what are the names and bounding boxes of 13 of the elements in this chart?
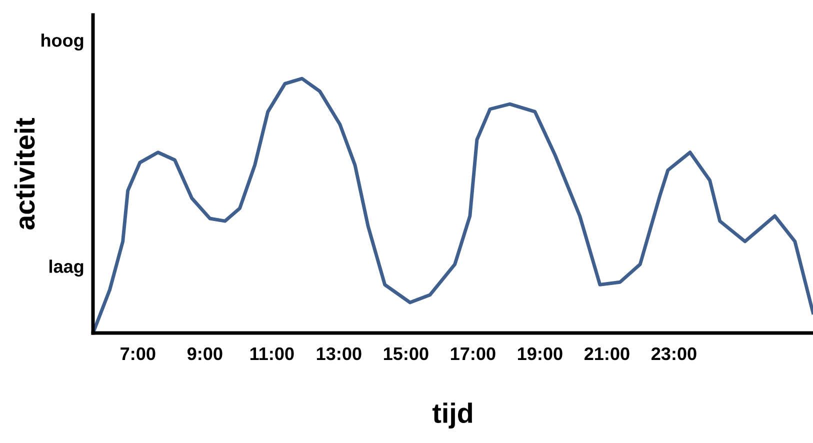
x-tick-label: 21:00	[584, 347, 630, 360]
text: hoog	[42, 34, 84, 50]
x-axis-title: tijd	[432, 402, 472, 429]
x-tick-label: 7:00	[120, 347, 156, 360]
x-tick-label: 17:00	[450, 347, 496, 360]
x-tick-label: 11:00	[250, 347, 294, 360]
text: laag	[49, 260, 84, 277]
y-axis-title: activiteit	[14, 118, 35, 230]
x-tick-label: 19:00	[518, 347, 562, 360]
x-tick-label: 15:00	[384, 347, 428, 360]
x-tick-label: 9:00	[187, 347, 222, 360]
x-tick-label: 13:00	[316, 347, 362, 360]
x-tick-label: 23:00	[652, 347, 696, 360]
